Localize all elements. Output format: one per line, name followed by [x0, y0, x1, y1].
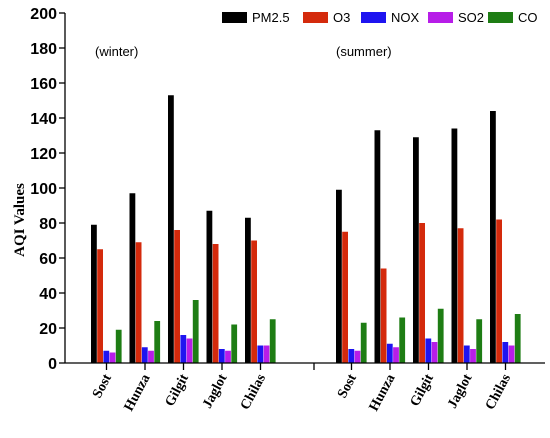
bar-winter-gilgit-o3 — [174, 230, 180, 363]
x-tick-label: Jaglot — [445, 372, 476, 412]
legend: PM2.5 O3 NOX SO2 CO — [222, 10, 538, 25]
x-tick-label: Hunza — [122, 372, 154, 414]
bar-summer-chilas-so2 — [508, 345, 515, 363]
y-tick-label: 140 — [30, 111, 57, 128]
bar-winter-chilas-co — [269, 319, 276, 363]
legend-swatch-so2 — [428, 12, 453, 23]
x-tick-label: Sost — [335, 372, 360, 401]
x-tick-label: Chilas — [238, 371, 269, 412]
legend-label-o3: O3 — [333, 10, 350, 25]
x-tick-label: Chilas — [483, 371, 514, 412]
legend-label-co: CO — [518, 10, 538, 25]
bar-winter-chilas-pm25 — [245, 217, 251, 363]
annotation-winter: (winter) — [95, 44, 138, 59]
bar-winter-hunza-nox — [141, 347, 148, 363]
bar-summer-gilgit-co — [437, 308, 444, 363]
y-tick-label: 20 — [39, 321, 57, 338]
bar-winter-sost-o3 — [97, 249, 103, 363]
bar-summer-chilas-o3 — [496, 219, 502, 363]
bar-winter-jaglot-nox — [218, 349, 225, 363]
y-tick-label: 100 — [30, 181, 57, 198]
bar-summer-gilgit-so2 — [431, 342, 438, 363]
x-axis: Sost Hunza Gilgit Jaglot Chilas Sost Hunza Gilg… — [65, 362, 545, 414]
bar-winter-gilgit-pm25 — [168, 95, 174, 363]
bar-summer-jaglot-nox — [463, 345, 470, 363]
bar-summer-jaglot-o3 — [457, 228, 464, 363]
bar-winter-sost-so2 — [109, 352, 116, 363]
legend-swatch-nox — [361, 12, 386, 23]
y-axis: 0 20 40 60 80 100 120 140 160 180 200 — [30, 6, 66, 373]
bar-winter-hunza-so2 — [148, 350, 154, 363]
bar-winter-gilgit-nox — [180, 335, 187, 363]
x-tick-label: Sost — [90, 372, 115, 401]
bar-summer-sost-co — [360, 322, 367, 363]
bar-winter-chilas-o3 — [251, 240, 257, 363]
bar-winter-gilgit-so2 — [186, 338, 193, 363]
bar-winter-sost-pm25 — [91, 224, 97, 363]
bar-summer-sost-nox — [348, 349, 355, 363]
y-tick-label: 60 — [39, 251, 57, 268]
bar-summer-hunza-so2 — [393, 347, 399, 363]
bar-summer-chilas-pm25 — [490, 111, 496, 363]
bar-summer-sost-o3 — [342, 231, 348, 363]
bar-summer-hunza-o3 — [380, 268, 387, 363]
bar-summer-hunza-co — [399, 317, 406, 363]
bar-winter-jaglot-pm25 — [206, 210, 213, 363]
bar-summer-sost-so2 — [354, 350, 361, 363]
bar-winter-jaglot-co — [231, 324, 238, 363]
y-tick-label: 40 — [39, 286, 57, 303]
legend-swatch-co — [488, 12, 513, 23]
legend-swatch-o3 — [303, 12, 328, 23]
bar-summer-gilgit-o3 — [419, 223, 425, 363]
bar-winter-hunza-pm25 — [129, 193, 136, 363]
x-tick-label: Gilgit — [163, 372, 192, 410]
x-tick-label: Gilgit — [408, 372, 437, 410]
bar-winter-chilas-so2 — [263, 345, 270, 363]
bar-winter-hunza-co — [154, 321, 161, 363]
y-tick-label: 200 — [30, 6, 57, 23]
bar-summer-jaglot-so2 — [470, 349, 476, 363]
bar-winter-hunza-o3 — [135, 242, 142, 363]
y-tick-label: 80 — [39, 216, 57, 233]
x-tick-label: Jaglot — [200, 372, 231, 412]
bar-winter-sost-nox — [103, 350, 110, 363]
legend-label-so2: SO2 — [458, 10, 484, 25]
y-tick-label: 180 — [30, 41, 57, 58]
bar-winter-jaglot-so2 — [225, 350, 231, 363]
bar-summer-gilgit-pm25 — [413, 137, 419, 363]
legend-label-pm25: PM2.5 — [252, 10, 290, 25]
bar-summer-sost-pm25 — [336, 189, 342, 363]
y-tick-label: 160 — [30, 76, 57, 93]
bar-summer-jaglot-pm25 — [451, 128, 458, 363]
legend-swatch-pm25 — [222, 12, 247, 23]
bars — [91, 95, 521, 363]
y-axis-label: AQI Values — [12, 183, 28, 257]
bar-winter-gilgit-co — [192, 300, 199, 363]
bar-summer-hunza-pm25 — [374, 130, 381, 363]
y-tick-label: 120 — [30, 146, 57, 163]
bar-summer-jaglot-co — [476, 319, 483, 363]
bar-winter-chilas-nox — [257, 345, 264, 363]
x-tick-label: Hunza — [367, 372, 399, 414]
bar-winter-jaglot-o3 — [212, 244, 219, 363]
bar-winter-sost-co — [115, 329, 122, 363]
annotation-summer: (summer) — [336, 44, 392, 59]
bar-summer-hunza-nox — [386, 343, 393, 363]
bar-summer-chilas-co — [514, 314, 521, 363]
legend-label-nox: NOX — [391, 10, 420, 25]
bar-summer-gilgit-nox — [425, 338, 432, 363]
y-tick-label: 0 — [48, 356, 57, 373]
bar-summer-chilas-nox — [502, 342, 509, 363]
